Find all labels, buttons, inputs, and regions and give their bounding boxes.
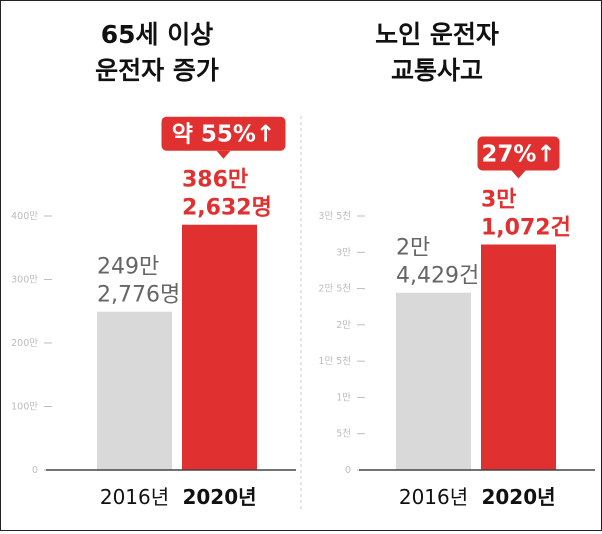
x-category-label: 2016년: [100, 485, 169, 509]
y-tick-label: 0: [345, 465, 351, 476]
bar-2020년: [481, 244, 556, 470]
data-label: 386만: [182, 168, 248, 193]
x-category-label: 2020년: [182, 485, 256, 509]
chart-title-line: 운전자 증가: [95, 56, 219, 85]
chart-title-line: 노인 운전자: [375, 20, 499, 49]
increase-callout-box: [477, 136, 560, 171]
x-category-label: 2016년: [399, 485, 468, 509]
y-tick-label: 200만: [11, 338, 38, 349]
y-tick-label: 3만: [336, 247, 351, 258]
y-tick-label: 5천: [336, 429, 351, 440]
bar-2016년: [396, 292, 471, 470]
y-tick-label: 1만: [336, 392, 351, 403]
y-tick-label: 1만 5천: [318, 356, 351, 367]
bar-2016년: [97, 311, 172, 470]
y-tick-label: 2만 5천: [318, 284, 351, 295]
chart-title-line: 교통사고: [391, 56, 483, 85]
y-tick-label: 100만: [11, 402, 38, 413]
y-tick-label: 3만 5천: [318, 211, 351, 222]
data-label: 1,072건: [481, 216, 571, 241]
y-tick-label: 400만: [11, 211, 38, 222]
up-arrow-icon: ↑: [536, 142, 555, 168]
bar-2020년: [182, 224, 257, 470]
data-label: 3만: [481, 188, 517, 213]
increase-callout-text: 약 55%↑: [172, 122, 276, 148]
data-label: 2만: [396, 236, 430, 261]
up-arrow-icon: ↑: [256, 122, 275, 148]
data-label: 2,776명: [97, 283, 180, 308]
y-tick-label: 2만: [336, 320, 351, 331]
increase-callout-box: [161, 116, 286, 151]
x-category-label: 2020년: [481, 485, 555, 509]
y-tick-label: 0: [32, 465, 38, 476]
data-label: 4,429건: [396, 264, 479, 289]
chart-title-line: 65세 이상: [101, 20, 214, 49]
increase-callout-pointer: [216, 150, 231, 159]
increase-callout-text: 27%↑: [481, 142, 555, 168]
data-label: 2,632명: [182, 196, 272, 221]
data-label: 249만: [97, 255, 159, 280]
increase-callout-pointer: [511, 170, 526, 179]
y-tick-label: 300만: [11, 275, 38, 286]
